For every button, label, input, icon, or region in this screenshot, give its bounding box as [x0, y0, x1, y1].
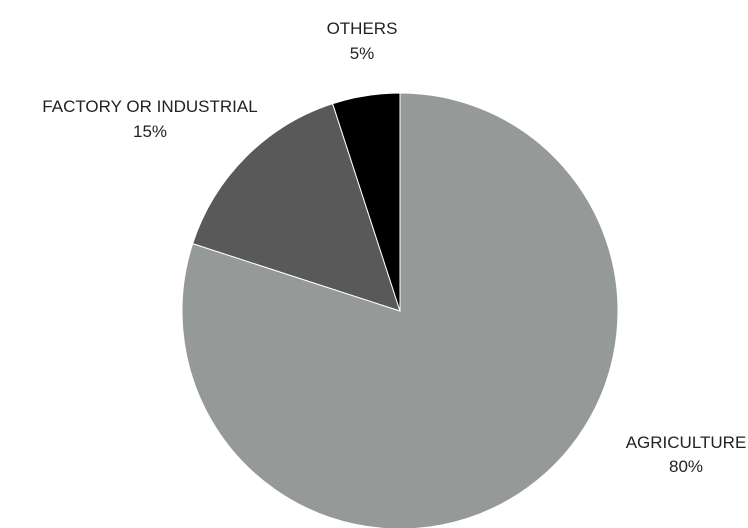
pie-slice-others	[331, 92, 401, 312]
pie-slices	[181, 92, 619, 528]
pie-labels: AGRICULTURE 80% FACTORY OR INDUSTRIAL 15…	[42, 19, 746, 476]
slice-value-agriculture: 80%	[669, 457, 703, 476]
pie-slice-factory-or-industrial	[192, 103, 401, 312]
slice-label-others: OTHERS	[327, 19, 398, 38]
slice-value-others: 5%	[350, 44, 375, 63]
slice-label-factory-or-industrial: FACTORY OR INDUSTRIAL	[42, 97, 257, 116]
slice-label-agriculture: AGRICULTURE	[626, 433, 747, 452]
slice-value-factory-or-industrial: 15%	[133, 122, 167, 141]
